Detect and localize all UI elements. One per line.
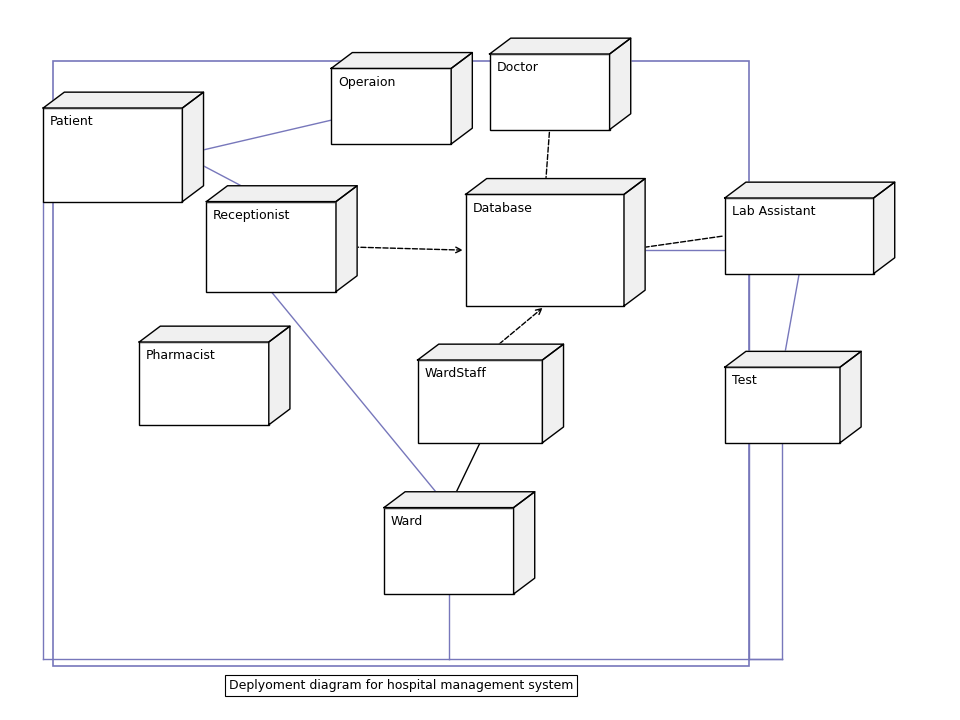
Polygon shape: [840, 351, 861, 443]
Bar: [725, 198, 874, 274]
Bar: [725, 367, 840, 443]
Bar: [466, 194, 624, 306]
Text: Test: Test: [732, 374, 756, 387]
Text: Doctor: Doctor: [496, 61, 539, 74]
Bar: [206, 202, 336, 292]
Bar: [43, 108, 182, 202]
Text: WardStaff: WardStaff: [424, 367, 486, 380]
Bar: [490, 54, 610, 130]
Polygon shape: [610, 38, 631, 130]
Bar: [331, 68, 451, 144]
Text: Lab Assistant: Lab Assistant: [732, 205, 815, 218]
Polygon shape: [725, 182, 895, 198]
Polygon shape: [624, 179, 645, 306]
Polygon shape: [542, 344, 564, 443]
Polygon shape: [139, 326, 290, 342]
Bar: [53, 61, 749, 666]
Polygon shape: [43, 92, 204, 108]
Bar: [139, 342, 269, 425]
Polygon shape: [269, 326, 290, 425]
Text: Database: Database: [472, 202, 532, 215]
Bar: [418, 360, 542, 443]
Bar: [384, 508, 514, 594]
Polygon shape: [874, 182, 895, 274]
Polygon shape: [451, 53, 472, 144]
Text: Pharmacist: Pharmacist: [146, 349, 216, 362]
Polygon shape: [384, 492, 535, 508]
Text: Operaion: Operaion: [338, 76, 396, 89]
Polygon shape: [418, 344, 564, 360]
Text: Patient: Patient: [50, 115, 93, 128]
Polygon shape: [725, 351, 861, 367]
Text: Receptionist: Receptionist: [213, 209, 291, 222]
Polygon shape: [336, 186, 357, 292]
Polygon shape: [331, 53, 472, 68]
Text: Ward: Ward: [391, 515, 423, 528]
Polygon shape: [490, 38, 631, 54]
Text: Deplyoment diagram for hospital management system: Deplyoment diagram for hospital manageme…: [229, 679, 573, 692]
Polygon shape: [182, 92, 204, 202]
Polygon shape: [466, 179, 645, 194]
Polygon shape: [514, 492, 535, 594]
Polygon shape: [206, 186, 357, 202]
